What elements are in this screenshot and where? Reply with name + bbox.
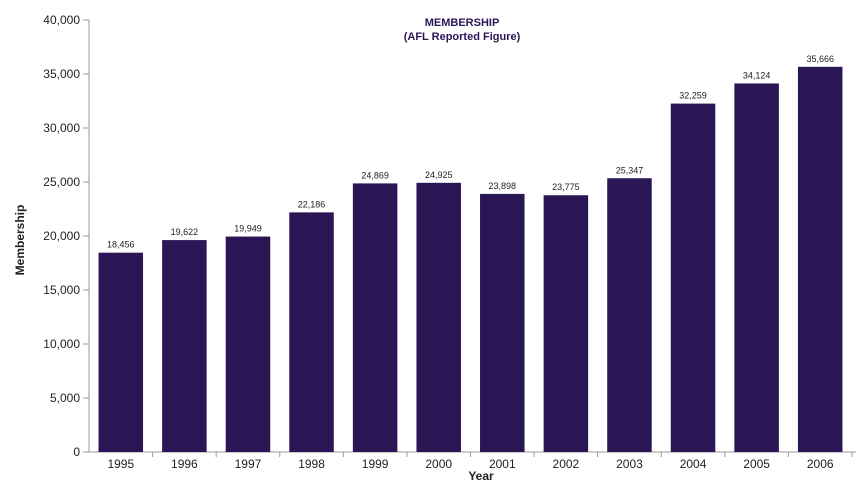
x-tick-label-2005: 2005: [743, 457, 770, 471]
bar-1996: [162, 240, 207, 452]
data-label-2001: 23,898: [489, 181, 517, 191]
x-tick-label-2006: 2006: [807, 457, 834, 471]
bar-1999: [352, 183, 398, 452]
bar-2004: [670, 103, 716, 453]
bar-2005: [734, 83, 779, 452]
bar-2002: [543, 195, 589, 453]
x-tick-label-2000: 2000: [425, 457, 452, 471]
y-tick-label: 15,000: [43, 283, 80, 297]
y-tick-label: 35,000: [43, 67, 80, 81]
x-tick-label-2002: 2002: [553, 457, 580, 471]
y-axis-ticks: 0 5,000 10,000 15,000 20,000 25,000 30,000 35,0…: [43, 13, 89, 459]
x-tick-label-1995: 1995: [107, 457, 134, 471]
data-label-2000: 24,925: [425, 170, 453, 180]
bar-2001: [480, 193, 525, 452]
chart-subtitle: (AFL Reported Figure): [404, 31, 521, 43]
bar-2006: [797, 66, 843, 453]
x-axis-label: Year: [468, 469, 494, 481]
data-label-1997: 19,949: [234, 224, 262, 234]
bar-1995: [98, 252, 144, 452]
x-tick-label-2003: 2003: [616, 457, 643, 471]
bar-1997: [225, 236, 271, 452]
bar-1998: [289, 212, 334, 452]
data-label-1995: 18,456: [107, 240, 135, 250]
data-label-2003: 25,347: [616, 165, 644, 175]
y-axis-label: Membership: [13, 205, 27, 276]
y-tick-label: 30,000: [43, 121, 80, 135]
bars: [98, 66, 843, 453]
data-label-1998: 22,186: [298, 199, 326, 209]
x-tick-label-2001: 2001: [489, 457, 516, 471]
x-tick-label-1997: 1997: [235, 457, 262, 471]
bar-2003: [607, 178, 652, 453]
y-tick-label: 25,000: [43, 175, 80, 189]
data-label-1999: 24,869: [361, 170, 389, 180]
data-label-1996: 19,622: [171, 227, 199, 237]
y-tick-label: 0: [73, 445, 80, 459]
x-tick-label-2004: 2004: [680, 457, 707, 471]
y-tick-label: 20,000: [43, 229, 80, 243]
y-tick-label: 40,000: [43, 13, 80, 27]
x-tick-label-1999: 1999: [362, 457, 389, 471]
data-label-2005: 34,124: [743, 70, 771, 80]
x-tick-label-1998: 1998: [298, 457, 325, 471]
x-axis-ticks: 1995 1996 1997 1998 1999 2000 2001 2002 2003 2004…: [107, 452, 853, 471]
y-tick-label: 5,000: [50, 391, 80, 405]
chart-title: MEMBERSHIP: [425, 17, 500, 29]
y-tick-label: 10,000: [43, 337, 80, 351]
data-labels: 18,456 19,622 19,949 22,186 24,869 24,925 23,8…: [107, 54, 834, 250]
data-label-2004: 32,259: [679, 91, 707, 101]
data-label-2002: 23,775: [552, 182, 580, 192]
x-tick-label-1996: 1996: [171, 457, 198, 471]
data-label-2006: 35,666: [806, 54, 834, 64]
bar-2000: [416, 182, 461, 452]
